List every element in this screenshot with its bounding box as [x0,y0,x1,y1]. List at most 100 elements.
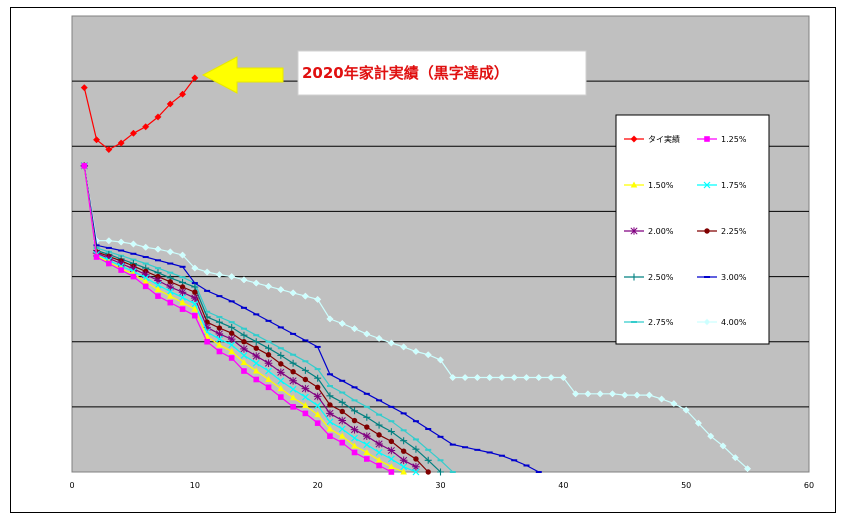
data-point [179,306,186,312]
data-point [277,377,285,385]
data-point [117,139,125,147]
data-point [388,420,395,423]
data-point [437,468,444,476]
x-tick-label: 50 [681,481,691,490]
data-point [658,395,666,403]
data-point [547,373,555,382]
data-point [253,376,260,383]
data-point [630,227,638,235]
data-point [375,440,383,448]
data-point [314,374,322,382]
data-point [731,454,739,462]
data-point [240,306,247,309]
data-point [241,368,247,374]
data-point [240,327,247,330]
data-point [216,295,223,298]
legend-item: 3.00% [697,273,747,282]
data-point [703,181,711,189]
data-point [216,315,223,318]
data-point [228,300,235,303]
data-point [375,456,383,463]
data-point [154,286,162,293]
data-point [203,323,211,332]
data-point [375,334,383,343]
data-point [141,270,150,279]
data-point [351,386,358,389]
data-point [326,425,334,432]
data-point [338,416,347,425]
data-point [277,368,285,377]
data-point [191,283,199,291]
data-point [302,339,309,342]
data-point [93,136,101,144]
data-point [412,438,419,441]
data-point [350,325,359,333]
data-point [278,394,284,400]
data-point [265,367,272,375]
data-point [412,347,420,356]
data-point [670,400,678,408]
data-point [351,434,358,442]
data-point [142,256,149,259]
data-point [313,392,322,401]
data-point [179,276,186,279]
data-point [350,425,359,434]
data-point [572,390,580,398]
legend-label: 3.00% [721,273,747,282]
data-point [81,163,88,169]
data-point [363,441,371,449]
legend-box [615,114,770,345]
data-point [178,90,187,98]
legend-label: 1.75% [721,181,747,190]
data-point [191,294,199,302]
data-point [523,464,530,467]
data-point [376,432,382,438]
series-line [83,165,417,473]
data-point [413,456,419,462]
legend-label: 2.50% [648,273,674,282]
data-point [338,319,346,328]
legend: タイ実績 1.25% 1.50% 1.75% 2.00% 2.25% 2.50% 3.00% 2… [615,114,770,345]
data-point [351,417,358,424]
data-point [338,432,346,439]
data-point [203,328,211,336]
data-point [388,469,395,475]
data-point [80,84,88,92]
x-tick-label: 30 [435,481,445,490]
data-point [535,471,542,473]
data-point [376,399,383,402]
data-point [154,281,162,289]
data-point [302,376,309,383]
data-point [326,418,334,426]
data-point [241,339,247,345]
data-point [228,355,235,361]
data-point [326,385,333,388]
data-point [215,271,223,279]
data-point [424,351,432,359]
data-point [351,449,358,456]
series-タイ実績 [80,74,199,154]
data-point [314,411,321,418]
data-point [289,385,297,393]
data-point [388,463,395,470]
data-point [535,373,543,382]
data-point [474,448,481,451]
data-point [301,366,309,374]
data-point [178,251,187,259]
data-point [744,465,752,473]
data-point [118,267,124,273]
data-point [327,433,333,439]
data-point [204,289,211,292]
data-point [387,455,395,463]
arrow-left-icon [201,56,284,94]
data-point [449,471,456,473]
data-point [105,254,113,263]
data-point [694,419,703,427]
data-point [326,373,333,376]
data-point [265,375,272,382]
data-point [154,113,162,121]
series-2.25% [81,163,431,475]
data-point [265,344,273,352]
data-point [436,356,445,364]
